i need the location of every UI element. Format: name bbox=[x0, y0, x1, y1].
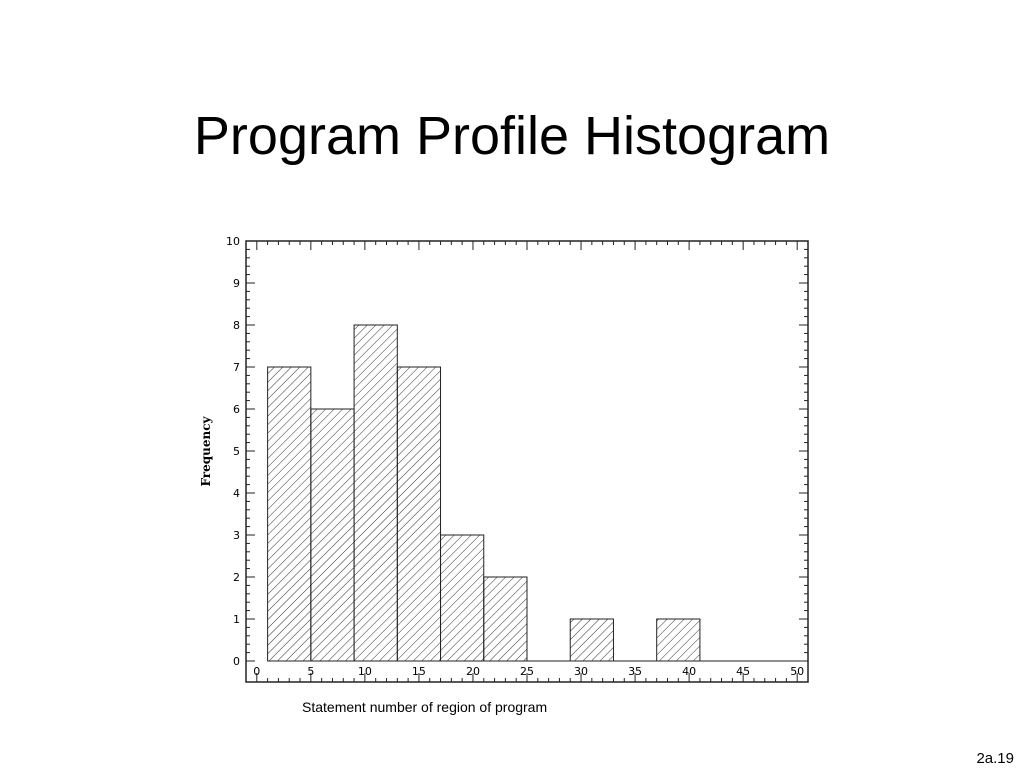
x-axis-caption: Statement number of region of program bbox=[302, 699, 548, 715]
y-tick-label: 7 bbox=[233, 361, 240, 374]
y-tick-label: 9 bbox=[233, 277, 240, 290]
x-tick-label: 45 bbox=[736, 665, 750, 678]
x-tick-label: 15 bbox=[412, 665, 426, 678]
histogram-bar-4 bbox=[440, 534, 485, 662]
slide-number: 2a.19 bbox=[976, 750, 1014, 767]
histogram-bar-2 bbox=[353, 324, 398, 662]
histogram-bar-9 bbox=[656, 618, 701, 662]
y-tick-label: 6 bbox=[233, 403, 240, 416]
y-tick-label: 3 bbox=[233, 529, 240, 542]
y-tick-label: 4 bbox=[233, 487, 240, 500]
histogram-bar-0 bbox=[267, 366, 312, 662]
y-tick-label: 10 bbox=[226, 235, 240, 248]
x-tick-label: 50 bbox=[790, 665, 804, 678]
x-tick-label: 35 bbox=[628, 665, 642, 678]
y-tick-label: 8 bbox=[233, 319, 240, 332]
x-tick-label: 25 bbox=[520, 665, 534, 678]
x-tick-label: 0 bbox=[253, 665, 260, 678]
y-tick-label: 5 bbox=[233, 445, 240, 458]
slide-title: Program Profile Histogram bbox=[193, 106, 831, 166]
histogram-bar-7 bbox=[569, 618, 614, 662]
x-tick-label: 5 bbox=[307, 665, 314, 678]
y-axis-title: Frequency bbox=[199, 415, 213, 486]
histogram-bar-3 bbox=[396, 366, 442, 662]
histogram-bar-5 bbox=[483, 576, 528, 662]
x-tick-label: 10 bbox=[358, 665, 372, 678]
y-tick-label: 2 bbox=[233, 571, 240, 584]
x-tick-label: 20 bbox=[466, 665, 480, 678]
x-tick-label: 30 bbox=[574, 665, 588, 678]
y-tick-label: 0 bbox=[233, 655, 240, 668]
x-tick-label: 40 bbox=[682, 665, 696, 678]
histogram-bar-1 bbox=[310, 408, 355, 662]
y-tick-label: 1 bbox=[233, 613, 240, 626]
